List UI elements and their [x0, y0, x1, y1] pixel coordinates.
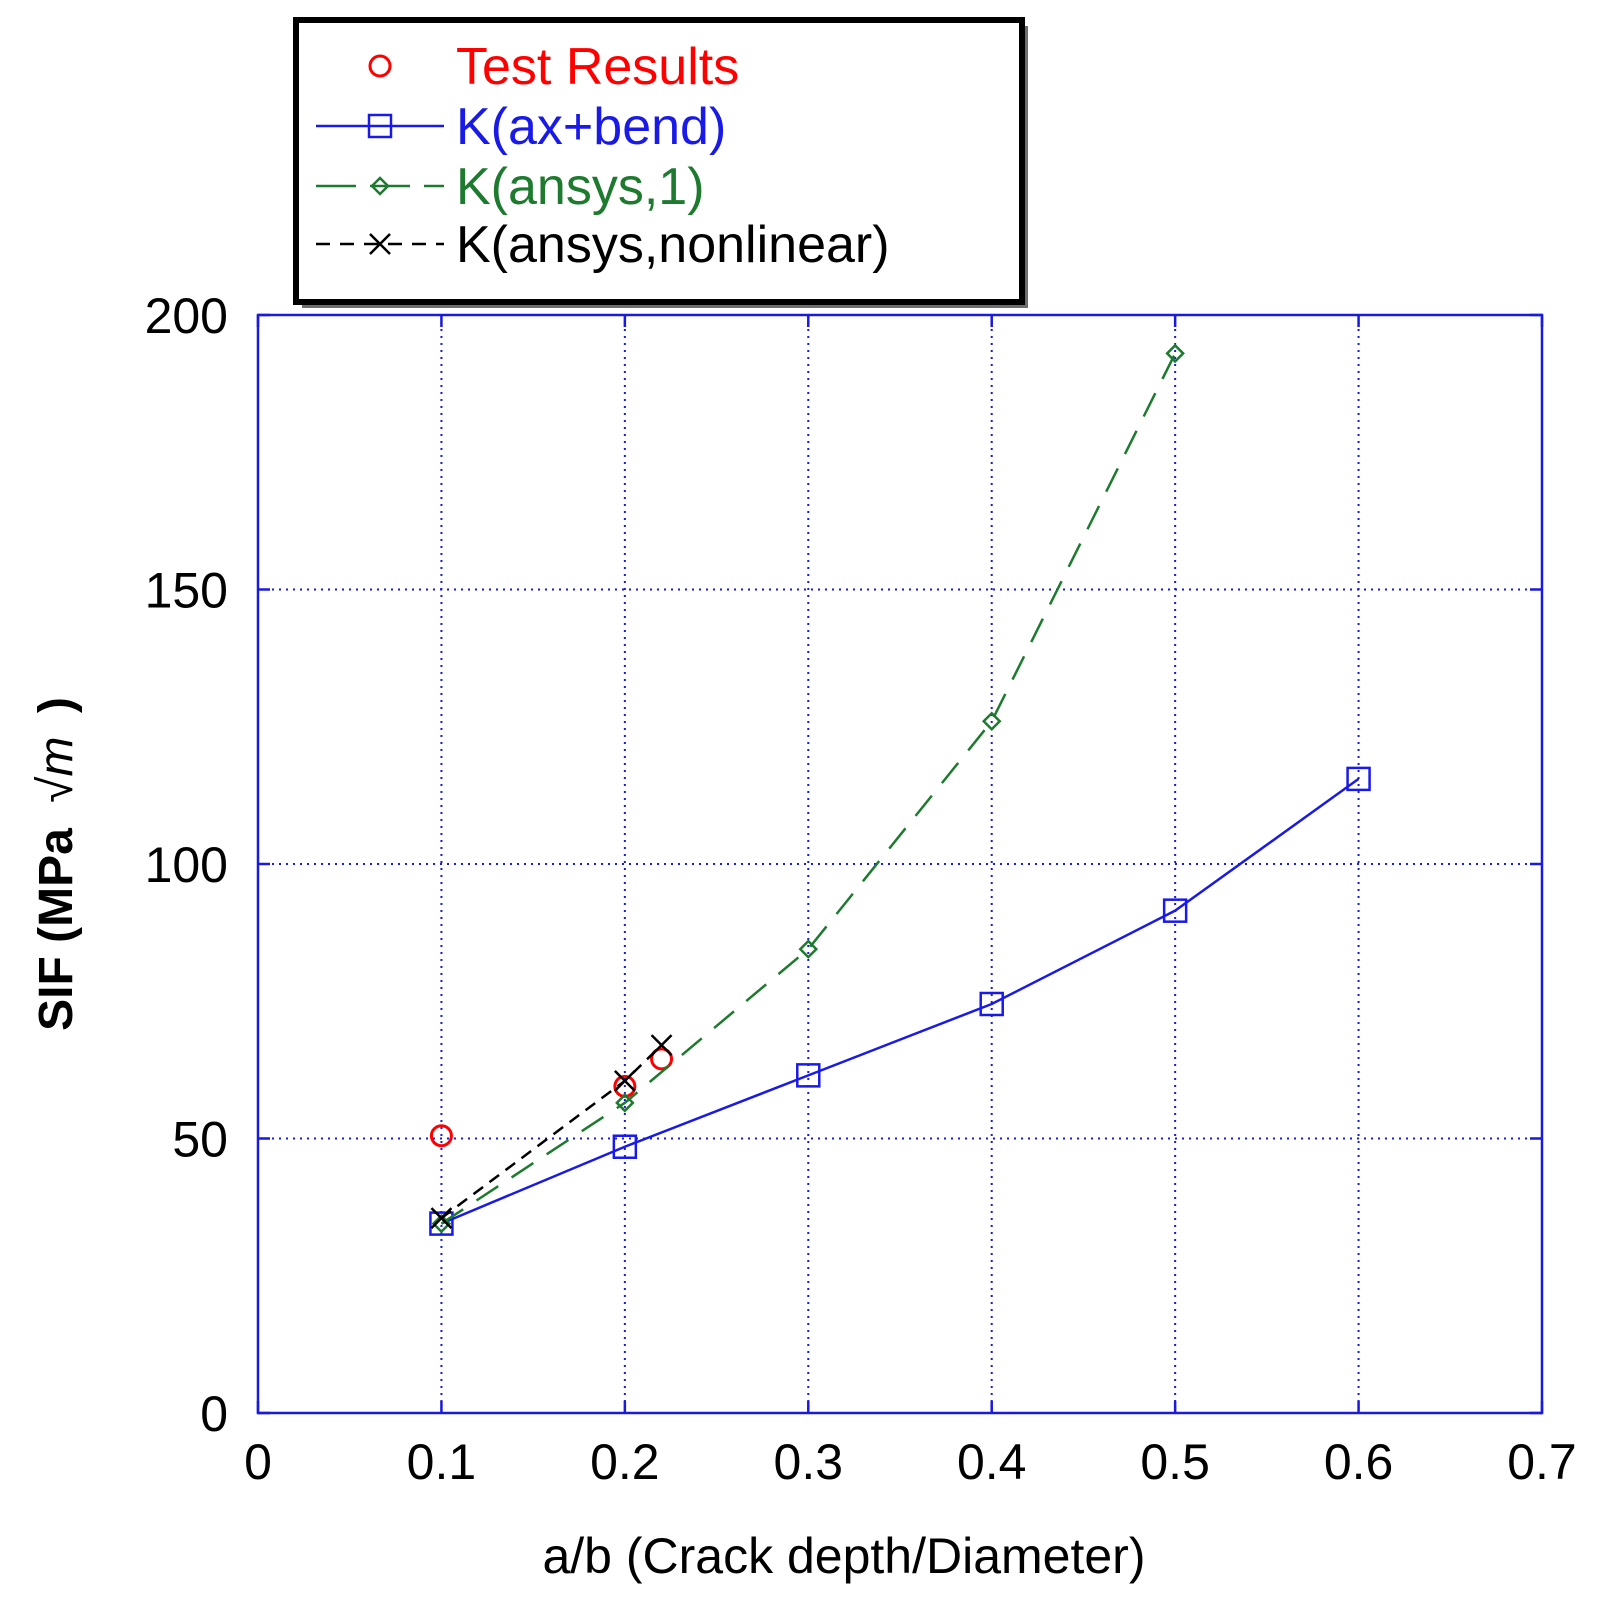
x-tick-label: 0 — [244, 1434, 272, 1490]
y-axis-title: SIF (MPa √m ) — [30, 697, 83, 1031]
data-point — [650, 1034, 673, 1057]
data-point — [429, 1211, 454, 1236]
series-0 — [429, 1047, 674, 1148]
legend-entry: K(ansys,1) — [316, 158, 705, 216]
data-point — [796, 1063, 821, 1088]
series-layer — [429, 343, 1371, 1236]
series-line — [440, 777, 1360, 1225]
x-tick-label: 0.6 — [1324, 1434, 1394, 1490]
y-axis-title-text: SIF (MPa — [30, 828, 83, 1031]
data-point — [1162, 898, 1188, 923]
data-point — [1346, 766, 1371, 792]
svg-text:SIF (MPa √m ): SIF (MPa √m ) — [30, 697, 83, 1031]
y-tick-label: 150 — [145, 563, 228, 619]
y-tick-label: 200 — [145, 288, 228, 344]
data-point — [979, 991, 1004, 1017]
data-point — [430, 1207, 453, 1229]
tick-labels: 0 0.1 0.2 0.3 0.4 0.5 0.6 0.7 0 50 100 150 200 — [145, 288, 1577, 1490]
legend: Test ResultsK(ax+bend)K(ansys,1)K(ansys,… — [293, 17, 1028, 308]
x-tick-label: 0.5 — [1140, 1434, 1210, 1490]
legend-marker — [369, 233, 391, 255]
legend-label: K(ansys,1) — [456, 158, 705, 216]
x-axis-title: a/b (Crack depth/Diameter) — [542, 1528, 1145, 1584]
x-tick-label: 0.7 — [1507, 1434, 1577, 1490]
y-tick-label: 0 — [200, 1386, 228, 1442]
data-point — [1165, 343, 1185, 364]
data-point — [615, 1093, 635, 1113]
x-tick-label: 0.1 — [407, 1434, 477, 1490]
data-point — [613, 1069, 636, 1092]
series-line — [440, 352, 1177, 1225]
data-point — [429, 1124, 453, 1148]
series-3 — [430, 1034, 673, 1229]
x-tick-label: 0.4 — [957, 1434, 1027, 1490]
legend-label: K(ansys,nonlinear) — [456, 216, 890, 274]
data-point — [650, 1047, 674, 1071]
plot-area-frame — [256, 313, 1544, 1415]
y-axis-title-unit: √m — [30, 736, 83, 802]
y-axis-title-close: ) — [30, 697, 83, 713]
legend-entry: Test Results — [368, 38, 739, 96]
legend-label: K(ax+bend) — [456, 98, 726, 156]
legend-marker — [367, 113, 393, 139]
grid-lines — [256, 313, 1544, 1415]
x-tick-label: 0.2 — [590, 1434, 660, 1490]
data-point — [981, 711, 1002, 732]
legend-marker — [368, 54, 392, 78]
legend-label: Test Results — [456, 38, 739, 96]
data-point — [798, 939, 819, 959]
data-point — [612, 1134, 638, 1159]
series-line — [440, 1044, 663, 1220]
x-tick-label: 0.3 — [774, 1434, 844, 1490]
legend-entry: K(ax+bend) — [316, 98, 726, 156]
y-tick-label: 100 — [145, 837, 228, 893]
y-tick-label: 50 — [172, 1112, 228, 1168]
data-point — [431, 1213, 452, 1234]
series-2 — [431, 343, 1185, 1234]
series-1 — [429, 766, 1371, 1236]
legend-marker — [370, 176, 390, 196]
legend-entry: K(ansys,nonlinear) — [316, 216, 890, 274]
